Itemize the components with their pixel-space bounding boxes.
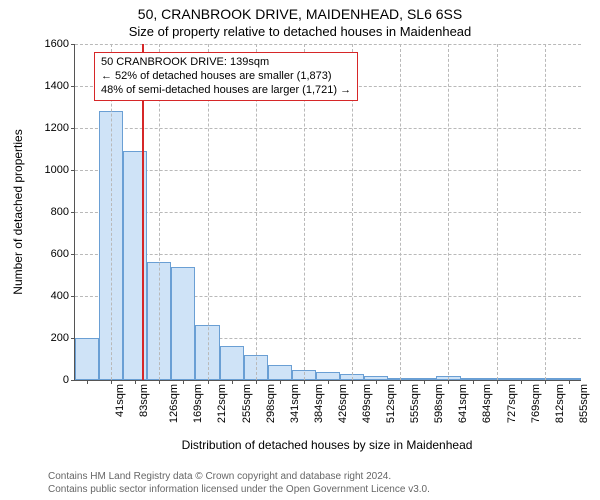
ytick-label: 200 bbox=[51, 332, 75, 344]
histogram-bar bbox=[75, 338, 99, 380]
xtick-mark bbox=[232, 380, 233, 384]
xtick-label: 298sqm bbox=[265, 384, 277, 423]
xtick-mark bbox=[569, 380, 570, 384]
xtick-mark bbox=[328, 380, 329, 384]
xtick-label: 341sqm bbox=[289, 384, 301, 423]
y-axis-label: Number of detached properties bbox=[11, 129, 25, 294]
xtick-label: 384sqm bbox=[313, 384, 325, 423]
ytick-label: 0 bbox=[63, 374, 75, 386]
annotation-box: 50 CRANBROOK DRIVE: 139sqm ← 52% of deta… bbox=[94, 52, 358, 101]
ytick-label: 1000 bbox=[45, 164, 75, 176]
xtick-label: 169sqm bbox=[192, 384, 204, 423]
grid-v bbox=[400, 44, 401, 380]
xtick-label: 426sqm bbox=[337, 384, 349, 423]
grid-v bbox=[448, 44, 449, 380]
xtick-mark bbox=[376, 380, 377, 384]
annotation-line-2: ← 52% of detached houses are smaller (1,… bbox=[101, 70, 351, 84]
footer-line-2: Contains public sector information licen… bbox=[48, 484, 600, 497]
xtick-mark bbox=[87, 380, 88, 384]
footer-attribution: Contains HM Land Registry data © Crown c… bbox=[0, 471, 600, 496]
xtick-mark bbox=[208, 380, 209, 384]
grid-v bbox=[545, 44, 546, 380]
ytick-label: 800 bbox=[51, 206, 75, 218]
ytick-label: 1200 bbox=[45, 122, 75, 134]
xtick-label: 727sqm bbox=[506, 384, 518, 423]
xtick-label: 126sqm bbox=[168, 384, 180, 423]
xtick-mark bbox=[448, 380, 449, 384]
xtick-mark bbox=[256, 380, 257, 384]
annotation-line-3: 48% of semi-detached houses are larger (… bbox=[101, 84, 351, 98]
xtick-label: 469sqm bbox=[361, 384, 373, 423]
xtick-label: 641sqm bbox=[458, 384, 470, 423]
grid-h bbox=[75, 254, 581, 255]
chart-title-primary: 50, CRANBROOK DRIVE, MAIDENHEAD, SL6 6SS bbox=[0, 6, 600, 22]
xtick-mark bbox=[135, 380, 136, 384]
xtick-label: 855sqm bbox=[578, 384, 590, 423]
xtick-label: 83sqm bbox=[138, 384, 150, 417]
xtick-mark bbox=[183, 380, 184, 384]
x-axis-label: Distribution of detached houses by size … bbox=[74, 438, 580, 452]
xtick-label: 212sqm bbox=[217, 384, 229, 423]
xtick-mark bbox=[424, 380, 425, 384]
xtick-mark bbox=[159, 380, 160, 384]
histogram-bar bbox=[316, 372, 340, 380]
histogram-bar bbox=[220, 346, 244, 380]
xtick-mark bbox=[280, 380, 281, 384]
grid-h bbox=[75, 170, 581, 171]
xtick-label: 41sqm bbox=[114, 384, 126, 417]
xtick-mark bbox=[304, 380, 305, 384]
annotation-line-1: 50 CRANBROOK DRIVE: 139sqm bbox=[101, 56, 351, 70]
chart-title-secondary: Size of property relative to detached ho… bbox=[0, 24, 600, 39]
ytick-label: 1600 bbox=[45, 38, 75, 50]
ytick-label: 400 bbox=[51, 290, 75, 302]
xtick-mark bbox=[473, 380, 474, 384]
grid-h bbox=[75, 128, 581, 129]
xtick-mark bbox=[400, 380, 401, 384]
xtick-mark bbox=[497, 380, 498, 384]
grid-h bbox=[75, 44, 581, 45]
xtick-label: 512sqm bbox=[385, 384, 397, 423]
xtick-mark bbox=[521, 380, 522, 384]
xtick-label: 684sqm bbox=[482, 384, 494, 423]
xtick-label: 555sqm bbox=[409, 384, 421, 423]
histogram-bar bbox=[268, 365, 292, 380]
xtick-mark bbox=[111, 380, 112, 384]
xtick-label: 812sqm bbox=[554, 384, 566, 423]
ytick-label: 600 bbox=[51, 248, 75, 260]
grid-h bbox=[75, 212, 581, 213]
xtick-label: 255sqm bbox=[241, 384, 253, 423]
footer-line-1: Contains HM Land Registry data © Crown c… bbox=[48, 471, 600, 484]
xtick-label: 598sqm bbox=[433, 384, 445, 423]
histogram-bar bbox=[171, 267, 195, 380]
chart-frame: 50, CRANBROOK DRIVE, MAIDENHEAD, SL6 6SS… bbox=[0, 0, 600, 500]
xtick-mark bbox=[352, 380, 353, 384]
xtick-mark bbox=[545, 380, 546, 384]
ytick-label: 1400 bbox=[45, 80, 75, 92]
grid-v bbox=[497, 44, 498, 380]
xtick-label: 769sqm bbox=[530, 384, 542, 423]
